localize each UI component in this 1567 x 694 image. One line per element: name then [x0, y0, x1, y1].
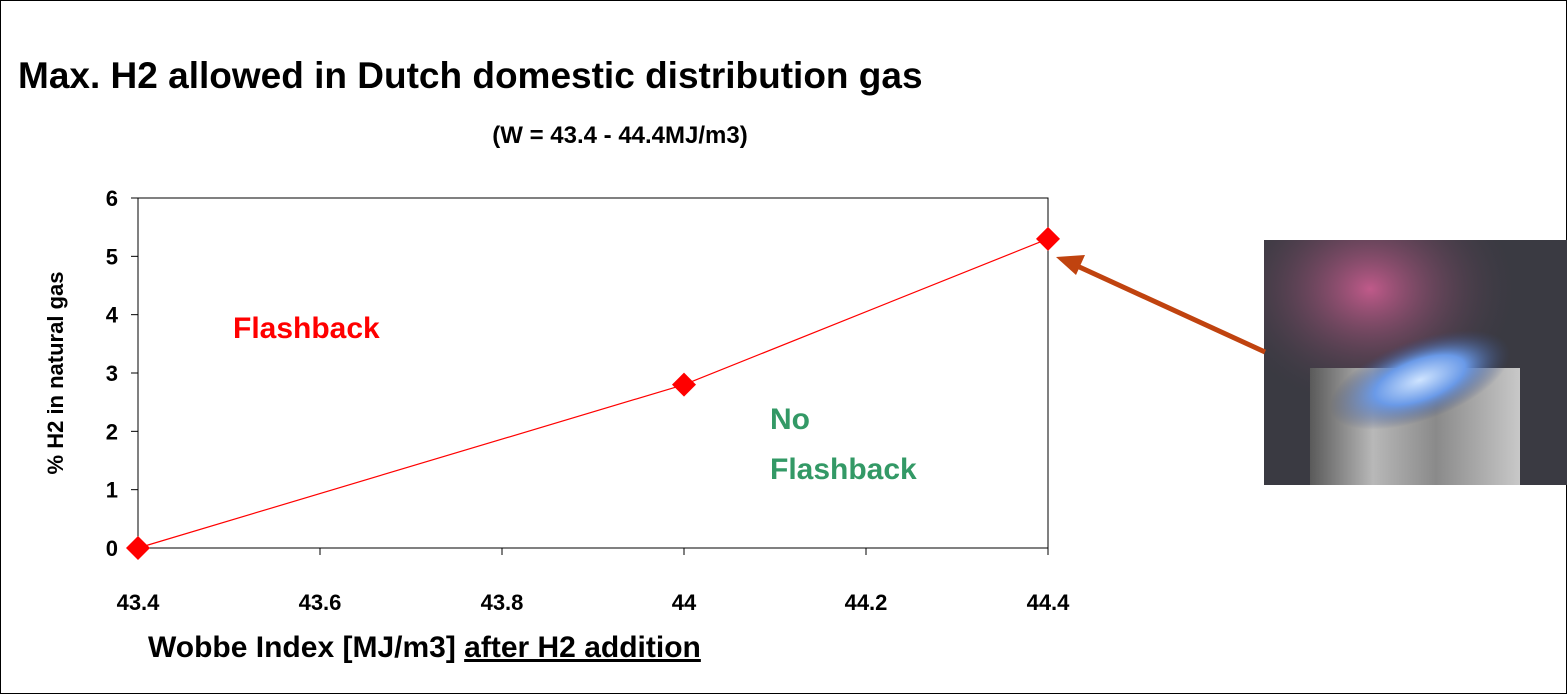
x-axis-label: Wobbe Index [MJ/m3] after H2 addition — [148, 631, 701, 664]
y-tick-label: 3 — [106, 361, 118, 386]
y-tick-label: 1 — [106, 478, 118, 503]
y-axis-label: % H2 in natural gas — [43, 272, 68, 475]
x-tick-label: 44.4 — [1027, 590, 1071, 615]
y-tick-label: 4 — [106, 303, 119, 328]
annotation: Flashback — [770, 453, 917, 486]
x-axis-label-part: Wobbe Index [MJ/m3] — [148, 631, 456, 664]
x-tick-label: 44 — [672, 590, 697, 615]
x-tick-label: 43.4 — [117, 590, 161, 615]
annotation: Flashback — [233, 312, 380, 345]
chart-subtitle: (W = 43.4 - 44.4MJ/m3) — [492, 122, 747, 149]
x-tick-label: 44.2 — [845, 590, 888, 615]
x-axis-label-underlined: after H2 addition — [464, 631, 701, 664]
x-tick-label: 43.8 — [481, 590, 524, 615]
y-tick-label: 2 — [106, 419, 118, 444]
y-tick-label: 0 — [106, 536, 118, 561]
chart: Max. H2 allowed in Dutch domestic distri… — [0, 0, 1567, 694]
x-tick-label: 43.6 — [299, 590, 342, 615]
chart-title: Max. H2 allowed in Dutch domestic distri… — [18, 55, 923, 96]
photo — [1264, 240, 1567, 485]
y-tick-label: 5 — [106, 244, 118, 269]
annotation: No — [770, 403, 810, 436]
y-tick-label: 6 — [106, 186, 118, 211]
